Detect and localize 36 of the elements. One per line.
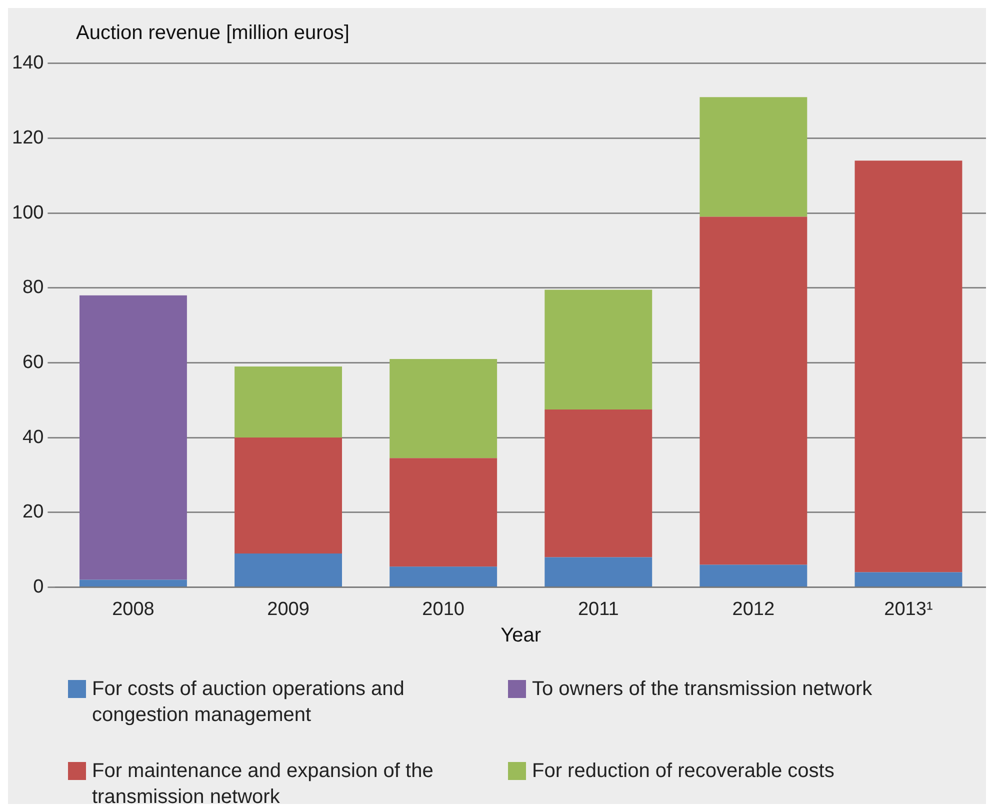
- y-tick-label: 120: [12, 127, 44, 148]
- x-tick-label: 2010: [422, 598, 464, 620]
- bar: [390, 358, 498, 458]
- y-axis-title: Auction revenue [million euros]: [76, 22, 350, 45]
- x-axis-title: Year: [500, 624, 542, 647]
- legend-label: For maintenance and expansion of the transmission network: [92, 759, 434, 810]
- bar: [700, 97, 808, 217]
- bar: [544, 290, 652, 410]
- bar: [700, 216, 808, 565]
- x-tick-label: 2008: [112, 598, 154, 620]
- y-tick-label: 140: [12, 52, 44, 74]
- bar: [80, 580, 187, 586]
- x-tick-label: 2013¹: [884, 598, 933, 620]
- bar: [544, 409, 652, 558]
- bar: [544, 557, 652, 586]
- bar: [80, 295, 187, 580]
- bar: [234, 438, 342, 554]
- bar: [390, 566, 498, 586]
- bar: [390, 458, 498, 567]
- legend-label: For reduction of recoverable costs: [532, 759, 836, 784]
- bar: [234, 366, 342, 438]
- legend-label: To owners of the transmission network: [532, 677, 874, 702]
- y-tick-label: 60: [22, 352, 44, 373]
- bar: [700, 564, 808, 586]
- x-tick-label: 2011: [578, 598, 619, 620]
- y-tick-label: 40: [22, 426, 44, 448]
- legend-label: For costs of auction operations and congestion management: [92, 677, 406, 728]
- bar: [854, 160, 962, 572]
- x-tick-label: 2012: [732, 598, 775, 620]
- y-tick-label: 20: [22, 502, 44, 523]
- y-tick-label: 80: [22, 277, 44, 298]
- y-tick-label: 0: [33, 576, 44, 598]
- bar: [234, 554, 342, 586]
- x-tick-label: 2009: [267, 598, 310, 620]
- bar: [854, 572, 962, 586]
- y-tick-label: 100: [12, 202, 44, 224]
